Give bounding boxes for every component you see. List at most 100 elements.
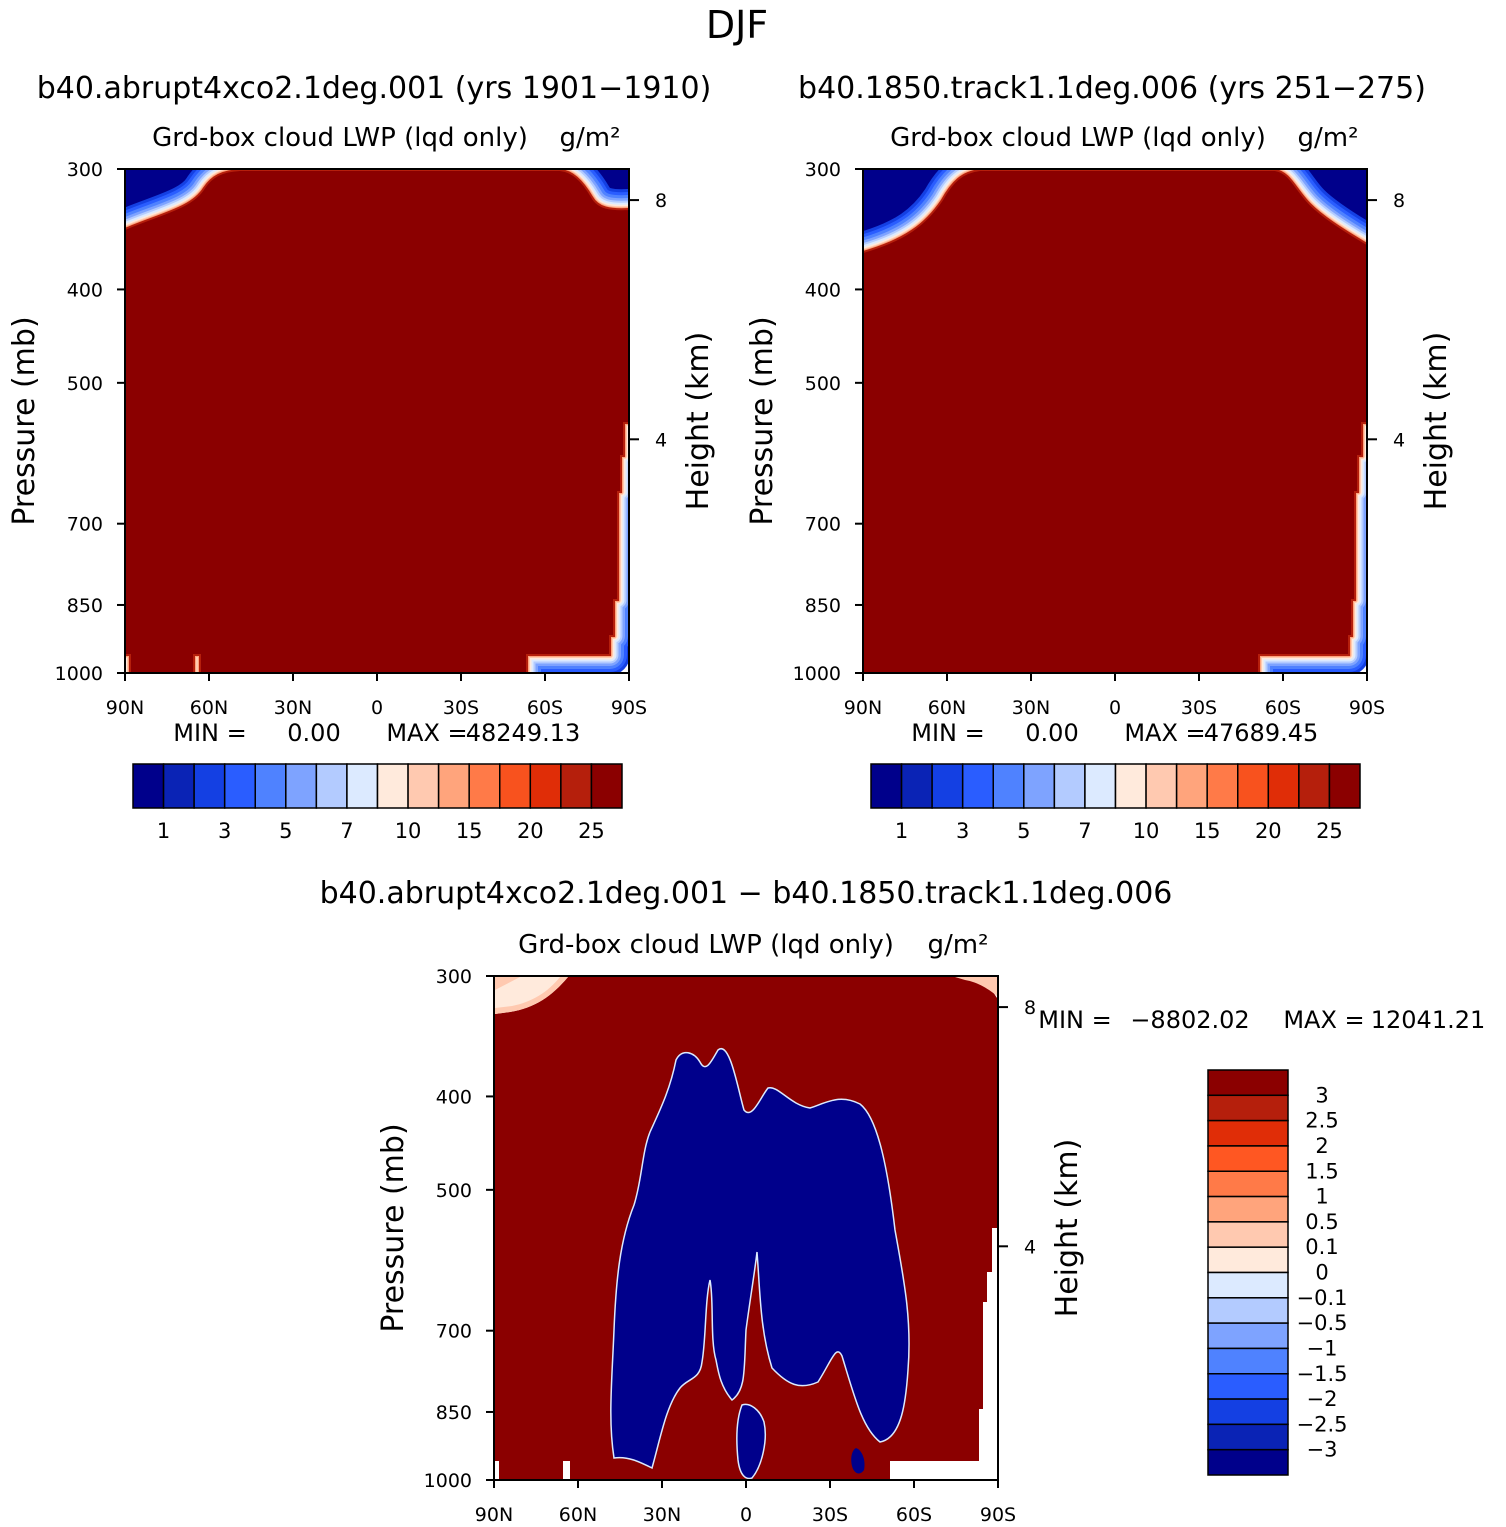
min-label: MIN = xyxy=(1038,1006,1111,1034)
colorbar-box xyxy=(1207,1145,1289,1172)
contour-fill-high xyxy=(125,169,629,673)
colorbar-box xyxy=(1207,1119,1289,1147)
colorbar-box xyxy=(1175,763,1208,809)
colorbar-box xyxy=(346,763,379,809)
colorbar-box xyxy=(1206,763,1239,809)
max-value: 47689.45 xyxy=(1204,719,1319,747)
y-right-tick-label: 8 xyxy=(1024,997,1036,1019)
colorbar-box xyxy=(193,763,226,809)
y-tick-label: 400 xyxy=(436,1086,472,1108)
colorbar-box xyxy=(1207,1297,1289,1324)
colorbar-box xyxy=(315,763,348,809)
colorbar-label: 5 xyxy=(279,819,292,843)
colorbar-label: 15 xyxy=(1194,819,1221,843)
y-right-tick-label: 8 xyxy=(1393,190,1405,212)
y-tick-label: 850 xyxy=(436,1402,472,1424)
y-tick-label: 300 xyxy=(436,966,472,988)
colorbar-label: 7 xyxy=(1078,819,1091,843)
colorbar-label: 0 xyxy=(1315,1261,1328,1285)
x-tick-label: 0 xyxy=(740,1504,752,1526)
units-label: g/m² xyxy=(927,930,988,960)
x-tick-label: 90S xyxy=(1349,697,1385,719)
colorbar-box xyxy=(1207,1398,1289,1426)
colorbar-label: −3 xyxy=(1307,1438,1338,1462)
x-tick-label: 0 xyxy=(1109,697,1121,719)
y-tick-label: 500 xyxy=(436,1180,472,1202)
colorbar-label: 25 xyxy=(578,819,605,843)
colorbar-label: −2 xyxy=(1307,1387,1338,1411)
x-tick-label: 90N xyxy=(844,697,882,719)
y-tick-label: 400 xyxy=(805,279,841,301)
colorbar-box xyxy=(529,763,562,809)
y-tick-label: 500 xyxy=(805,373,841,395)
x-tick-label: 0 xyxy=(371,697,383,719)
y-right-tick-label: 4 xyxy=(655,429,667,451)
x-tick-label: 90N xyxy=(106,697,144,719)
max-value: 12041.21 xyxy=(1371,1006,1486,1034)
y-tick-label: 400 xyxy=(67,279,103,301)
colorbar-label: 15 xyxy=(456,819,483,843)
x-tick-label: 60N xyxy=(928,697,966,719)
colorbar-label: 7 xyxy=(340,819,353,843)
plot-area xyxy=(863,169,1367,673)
colorbar-box xyxy=(468,763,501,809)
contour-band-small xyxy=(495,977,560,1008)
min-label: MIN = xyxy=(911,719,984,747)
colorbar-label: 5 xyxy=(1017,819,1030,843)
colorbar-box xyxy=(499,763,532,809)
colorbar-box xyxy=(900,763,933,809)
chart-subtitle: Grd-box cloud LWP (lqd only) xyxy=(152,123,528,153)
colorbar-box xyxy=(1207,1246,1289,1274)
colorbar-box xyxy=(1207,1170,1289,1198)
x-tick-label: 60S xyxy=(896,1504,932,1526)
colorbar-box xyxy=(1207,1423,1289,1451)
colorbar-label: 2 xyxy=(1315,1134,1328,1158)
colorbar-label: −1.5 xyxy=(1297,1362,1348,1386)
colorbar-box xyxy=(1207,1221,1289,1248)
colorbar-label: −0.1 xyxy=(1297,1286,1348,1310)
colorbar-box xyxy=(1207,1347,1289,1375)
y-right-tick-label: 4 xyxy=(1393,429,1405,451)
colorbar-box xyxy=(1207,1271,1289,1299)
colorbar-box xyxy=(870,763,903,809)
max-value: 48249.13 xyxy=(466,719,581,747)
colorbar-label: 20 xyxy=(517,819,544,843)
colorbar-box xyxy=(931,763,964,809)
x-tick-label: 90S xyxy=(980,1504,1016,1526)
colorbar-label: 1.5 xyxy=(1305,1159,1338,1183)
x-tick-label: 90S xyxy=(611,697,647,719)
chart-title: b40.1850.track1.1deg.006 (yrs 251−275) xyxy=(798,71,1426,106)
chart-subtitle: Grd-box cloud LWP (lqd only) xyxy=(518,930,894,960)
y-right-tick-label: 4 xyxy=(1024,1236,1036,1258)
chart-panel-2: b40.1850.track1.1deg.006 (yrs 251−275) Gr… xyxy=(745,71,1454,843)
x-tick-label: 60N xyxy=(559,1504,597,1526)
colorbar-box xyxy=(407,763,440,809)
units-label: g/m² xyxy=(1297,123,1358,153)
x-tick-label: 90N xyxy=(475,1504,513,1526)
colorbar-label: 0.5 xyxy=(1305,1210,1338,1234)
colorbar-box xyxy=(1207,1373,1289,1400)
y-tick-label: 1000 xyxy=(793,663,841,685)
colorbar-box xyxy=(1145,763,1178,809)
min-label: MIN = xyxy=(173,719,246,747)
colorbar-box xyxy=(1298,763,1331,809)
max-label: MAX = xyxy=(1124,719,1205,747)
colorbar-label: 20 xyxy=(1255,819,1282,843)
colorbar-label: 1 xyxy=(157,819,170,843)
colorbar-box xyxy=(254,763,287,809)
colorbar-label: 25 xyxy=(1316,819,1343,843)
y-tick-label: 1000 xyxy=(424,1470,472,1492)
x-tick-label: 30S xyxy=(812,1504,848,1526)
colorbar-label: −2.5 xyxy=(1297,1412,1348,1436)
colorbar-box xyxy=(1207,1322,1289,1350)
chart-panel-3: b40.abrupt4xco2.1deg.001 − b40.1850.trac… xyxy=(320,876,1486,1526)
contour-fill-low-small xyxy=(851,1448,865,1474)
x-tick-label: 30S xyxy=(443,697,479,719)
y-right-axis-label: Height (km) xyxy=(681,332,716,511)
units-label: g/m² xyxy=(559,123,620,153)
colorbar-box xyxy=(223,763,256,809)
y-right-tick-label: 8 xyxy=(655,190,667,212)
colorbar-box xyxy=(1237,763,1270,809)
figure-title: DJF xyxy=(706,3,768,47)
